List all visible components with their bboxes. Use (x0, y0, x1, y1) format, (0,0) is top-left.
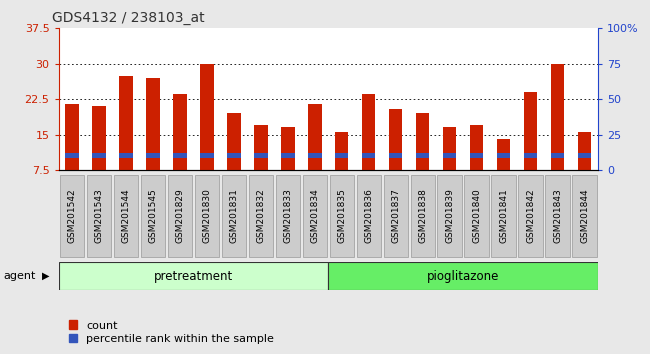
Text: GDS4132 / 238103_at: GDS4132 / 238103_at (52, 11, 205, 25)
Text: pioglitazone: pioglitazone (427, 270, 499, 282)
Bar (92, 106, 106, 170)
Bar (551, 153, 564, 158)
Bar (308, 104, 322, 170)
Text: GSM201543: GSM201543 (94, 189, 103, 243)
Bar (65, 104, 79, 170)
Bar (281, 153, 294, 158)
Text: GSM201839: GSM201839 (445, 188, 454, 244)
Bar (416, 113, 430, 170)
Text: GSM201843: GSM201843 (553, 189, 562, 243)
Bar (173, 153, 187, 158)
Bar (524, 92, 538, 170)
Bar (470, 125, 484, 170)
Bar (389, 153, 402, 158)
Legend: count, percentile rank within the sample: count, percentile rank within the sample (64, 316, 279, 348)
FancyBboxPatch shape (222, 175, 246, 257)
Bar (443, 127, 456, 170)
Text: GSM201829: GSM201829 (176, 189, 185, 243)
FancyBboxPatch shape (465, 175, 489, 257)
FancyBboxPatch shape (303, 175, 327, 257)
Bar (362, 95, 376, 170)
Bar (551, 64, 564, 170)
Bar (470, 153, 484, 158)
Bar (308, 153, 322, 158)
Text: GSM201545: GSM201545 (148, 189, 157, 243)
Bar (389, 109, 402, 170)
FancyBboxPatch shape (357, 175, 381, 257)
Text: GSM201840: GSM201840 (472, 189, 481, 243)
Text: GSM201544: GSM201544 (122, 189, 131, 243)
FancyBboxPatch shape (114, 175, 138, 257)
Bar (524, 153, 538, 158)
Text: GSM201542: GSM201542 (68, 189, 77, 243)
Bar (335, 153, 348, 158)
Text: GSM201833: GSM201833 (283, 188, 292, 244)
Bar (227, 153, 240, 158)
Bar (443, 153, 456, 158)
Text: GSM201835: GSM201835 (337, 188, 346, 244)
FancyBboxPatch shape (437, 175, 462, 257)
FancyBboxPatch shape (330, 175, 354, 257)
Bar (497, 153, 510, 158)
Bar (92, 153, 106, 158)
Bar (362, 153, 376, 158)
Bar (119, 75, 133, 170)
Bar (200, 64, 214, 170)
Text: GSM201838: GSM201838 (418, 188, 427, 244)
Text: GSM201831: GSM201831 (229, 188, 239, 244)
FancyBboxPatch shape (491, 175, 515, 257)
Bar (497, 139, 510, 170)
Text: GSM201841: GSM201841 (499, 189, 508, 243)
Text: GSM201842: GSM201842 (526, 189, 535, 243)
Text: GSM201844: GSM201844 (580, 189, 589, 243)
FancyBboxPatch shape (276, 175, 300, 257)
Text: GSM201837: GSM201837 (391, 188, 400, 244)
Text: GSM201836: GSM201836 (364, 188, 373, 244)
FancyBboxPatch shape (573, 175, 597, 257)
Bar (200, 153, 214, 158)
Bar (119, 153, 133, 158)
FancyBboxPatch shape (60, 175, 84, 257)
Bar (281, 127, 294, 170)
Bar (146, 153, 160, 158)
FancyBboxPatch shape (141, 175, 165, 257)
Text: GSM201830: GSM201830 (202, 188, 211, 244)
FancyBboxPatch shape (168, 175, 192, 257)
FancyBboxPatch shape (411, 175, 435, 257)
Text: GSM201832: GSM201832 (256, 189, 265, 243)
FancyBboxPatch shape (87, 175, 111, 257)
Bar (146, 78, 160, 170)
Text: ▶: ▶ (42, 271, 50, 281)
Bar (578, 132, 592, 170)
FancyBboxPatch shape (384, 175, 408, 257)
Bar (578, 153, 592, 158)
FancyBboxPatch shape (519, 175, 543, 257)
Bar (254, 125, 268, 170)
FancyBboxPatch shape (195, 175, 219, 257)
Text: pretreatment: pretreatment (154, 270, 233, 282)
Bar (254, 153, 268, 158)
Bar (173, 95, 187, 170)
Text: GSM201834: GSM201834 (310, 189, 319, 243)
FancyBboxPatch shape (545, 175, 569, 257)
FancyBboxPatch shape (328, 262, 598, 290)
Bar (65, 153, 79, 158)
Bar (227, 113, 240, 170)
Text: agent: agent (3, 271, 36, 281)
FancyBboxPatch shape (58, 262, 328, 290)
Bar (335, 132, 348, 170)
Bar (416, 153, 430, 158)
FancyBboxPatch shape (249, 175, 273, 257)
